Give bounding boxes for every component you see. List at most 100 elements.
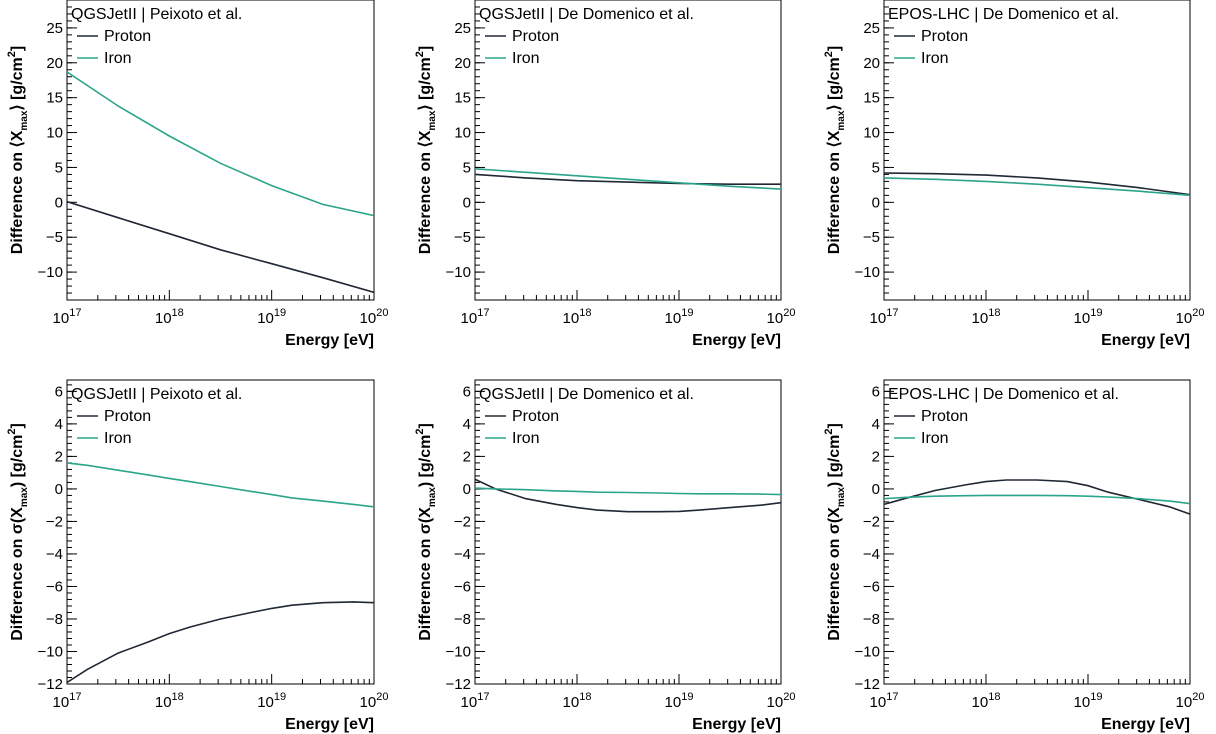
- y-tick-label: 10: [863, 125, 880, 142]
- y-tick-label: 20: [863, 55, 880, 72]
- y-axis-label: Difference on ⟨Xmax⟩ [g/cm2]: [414, 46, 438, 254]
- x-axis-label: Energy [eV]: [285, 716, 374, 733]
- chart-title: QGSJetII | De Domenico et al.: [479, 386, 694, 403]
- y-tick-label: 4: [872, 416, 880, 433]
- legend-label: Proton: [921, 408, 968, 425]
- chart-panel-6: −12 −10 −8 −6 −4 −2 0 2 4 6 1017 1018 1019 1020 Energy…: [823, 379, 1205, 733]
- y-tick-label: 5: [55, 159, 63, 176]
- y-tick-label: 15: [863, 90, 880, 107]
- plot-frame: [474, 0, 782, 301]
- x-axis-label: Energy [eV]: [1101, 716, 1190, 733]
- y-tick-label: 2: [872, 448, 880, 465]
- x-tick-label: 1020: [1176, 307, 1205, 327]
- y-tick-label: 0: [463, 481, 471, 498]
- y-tick-label: 25: [863, 20, 880, 37]
- y-tick-label: 4: [463, 416, 471, 433]
- y-tick-label: 2: [55, 448, 63, 465]
- y-tick-label: −12: [855, 676, 880, 693]
- legend-label: Proton: [104, 408, 151, 425]
- y-tick-label: 10: [46, 125, 63, 142]
- series-group: [884, 479, 1190, 515]
- y-tick-label: 10: [454, 125, 471, 142]
- series-line-iron: [67, 462, 374, 508]
- x-tick-label: 1018: [155, 307, 184, 327]
- chart-title: EPOS-LHC | De Domenico et al.: [888, 386, 1119, 403]
- y-tick-label: −10: [855, 643, 880, 660]
- plot-frame: [474, 379, 782, 685]
- series-line-iron: [884, 494, 1190, 505]
- plot-frame: [883, 0, 1191, 301]
- y-tick-label: 0: [872, 481, 880, 498]
- y-axis-label: Difference on σ(Xmax) [g/cm2]: [414, 423, 438, 641]
- chart-panel-2: −10 −5 0 5 10 15 20 25 1017 1018 1019 1020 Energy [e…: [414, 0, 795, 349]
- y-tick-label: −12: [446, 676, 471, 693]
- y-tick-label: −8: [46, 611, 63, 628]
- x-tick-label: 1018: [972, 691, 1001, 711]
- y-tick-label: −6: [863, 578, 880, 595]
- y-tick-label: 6: [463, 383, 471, 400]
- series-group: [884, 172, 1190, 197]
- x-tick-label: 1020: [767, 691, 796, 711]
- y-tick-label: 25: [454, 20, 471, 37]
- plot-frame: [66, 379, 375, 685]
- plot-frame: [883, 379, 1191, 685]
- y-axis-label: Difference on σ(Xmax) [g/cm2]: [6, 423, 30, 641]
- x-tick-label: 1020: [1176, 691, 1205, 711]
- y-tick-label: −2: [863, 513, 880, 530]
- plot-frame: [66, 0, 375, 301]
- y-tick-label: 20: [46, 55, 63, 72]
- y-tick-label: 4: [55, 416, 63, 433]
- series-line-proton: [884, 172, 1190, 196]
- x-tick-label: 1019: [257, 307, 286, 327]
- legend-label: Proton: [512, 28, 559, 45]
- series-line-iron: [475, 487, 781, 496]
- y-tick-label: 5: [463, 159, 471, 176]
- series-line-iron: [475, 168, 781, 190]
- series-line-proton: [475, 173, 781, 185]
- y-tick-label: −10: [855, 264, 880, 281]
- y-tick-label: 20: [454, 55, 471, 72]
- series-group: [67, 462, 374, 684]
- y-tick-label: −6: [46, 578, 63, 595]
- chart-title: QGSJetII | Peixoto et al.: [71, 6, 242, 23]
- chart-panel-3: −10 −5 0 5 10 15 20 25 1017 1018 1019 1020 Energy [e…: [823, 0, 1204, 349]
- y-axis-label: Difference on ⟨Xmax⟩ [g/cm2]: [823, 46, 847, 254]
- chart-title: QGSJetII | Peixoto et al.: [71, 386, 242, 403]
- x-tick-label: 1019: [665, 307, 694, 327]
- y-tick-label: −6: [454, 578, 471, 595]
- y-tick-label: −10: [38, 643, 63, 660]
- x-tick-label: 1018: [972, 307, 1001, 327]
- chart-title: QGSJetII | De Domenico et al.: [479, 6, 694, 23]
- y-tick-label: −2: [46, 513, 63, 530]
- x-tick-label: 1019: [1074, 307, 1103, 327]
- series-line-proton: [67, 601, 374, 684]
- x-tick-label: 1018: [563, 307, 592, 327]
- x-tick-label: 1018: [155, 691, 184, 711]
- y-tick-label: 2: [463, 448, 471, 465]
- legend-label: Iron: [512, 430, 540, 447]
- y-axis-label: Difference on ⟨Xmax⟩ [g/cm2]: [6, 46, 30, 254]
- x-tick-label: 1020: [767, 307, 796, 327]
- series-group: [475, 478, 781, 513]
- y-tick-label: 0: [872, 194, 880, 211]
- chart-panel-4: −12 −10 −8 −6 −4 −2 0 2 4 6 1017 1018 1019 1020 Energy…: [6, 379, 388, 733]
- x-axis-label: Energy [eV]: [285, 332, 374, 349]
- series-group: [67, 71, 374, 294]
- y-tick-label: −4: [46, 546, 63, 563]
- y-axis-label: Difference on σ(Xmax) [g/cm2]: [823, 423, 847, 641]
- x-tick-label: 1019: [257, 691, 286, 711]
- x-tick-label: 1017: [461, 691, 490, 711]
- y-tick-label: −4: [454, 546, 471, 563]
- y-tick-label: −10: [38, 264, 63, 281]
- chart-panel-5: −12 −10 −8 −6 −4 −2 0 2 4 6 1017 1018 1019 1020 Energy…: [414, 379, 796, 733]
- x-tick-label: 1019: [665, 691, 694, 711]
- series-group: [475, 168, 781, 190]
- y-tick-label: −5: [46, 229, 63, 246]
- y-tick-label: 25: [46, 20, 63, 37]
- x-axis-label: Energy [eV]: [692, 716, 781, 733]
- series-line-iron: [67, 71, 374, 217]
- chart-panel-1: −10 −5 0 5 10 15 20 25 1017 1018 1019 1020 Energy [e…: [6, 0, 388, 349]
- x-tick-label: 1017: [53, 691, 82, 711]
- x-tick-label: 1017: [870, 691, 899, 711]
